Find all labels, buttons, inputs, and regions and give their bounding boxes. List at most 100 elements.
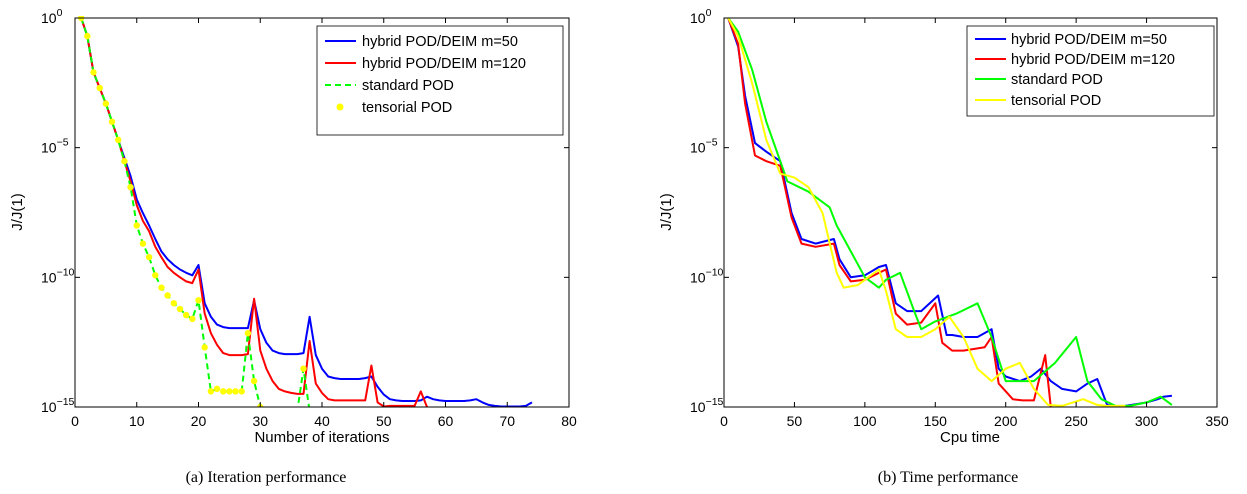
series-line-a-1 [80, 17, 429, 407]
caption-a: (a) Iteration performance [186, 469, 347, 486]
x-tick-label-b-2: 100 [853, 413, 877, 429]
x-tick-label-a-6: 60 [438, 413, 454, 429]
data-point-a-3-43 [344, 408, 350, 414]
legend-swatch-a-3 [336, 103, 344, 111]
legend-entry-a-0: hybrid POD/DEIM m=50 [362, 34, 518, 50]
data-point-a-3-41 [331, 408, 337, 414]
data-point-a-3-15 [170, 300, 177, 307]
data-point-a-3-6 [115, 136, 122, 144]
x-axis-label-b: Cpu time [940, 429, 1000, 446]
x-tick-label-a-1: 10 [129, 413, 145, 429]
y-tick-label-b-3: 10−15 [690, 396, 724, 415]
x-tick-label-a-0: 0 [71, 413, 79, 429]
data-point-a-3-1 [84, 32, 91, 40]
data-point-a-3-8 [127, 183, 134, 191]
series-line-b-1 [727, 17, 1052, 407]
data-point-a-3-7 [121, 158, 128, 165]
data-point-a-3-4 [102, 100, 110, 107]
data-point-a-3-3 [96, 84, 103, 92]
y-tick-label-a-2: 10−10 [41, 266, 75, 285]
legend-a: hybrid POD/DEIM m=50 hybrid POD/DEIM m=1… [316, 25, 564, 136]
y-tick-label-b-1: 10−5 [690, 137, 718, 156]
data-point-a-3-12 [152, 272, 159, 279]
legend-entry-b-3: tensorial POD [1011, 93, 1101, 109]
data-point-a-3-2 [90, 69, 97, 76]
data-point-a-3-42 [337, 408, 343, 414]
x-tick-label-b-1: 50 [787, 413, 803, 429]
data-point-a-3-14 [164, 292, 171, 299]
data-point-a-3-36 [300, 365, 307, 372]
data-point-a-3-20 [201, 344, 208, 351]
data-point-a-3-28 [250, 377, 258, 385]
data-point-a-3-46 [362, 408, 368, 414]
data-point-a-3-35 [294, 408, 300, 414]
x-tick-label-a-4: 40 [314, 413, 330, 429]
axes-box-b [723, 17, 1218, 408]
legend-box-b [966, 25, 1215, 117]
y-axis-label-b: J/J(1) [658, 193, 675, 231]
series-line-b-0 [727, 17, 1173, 407]
y-tick-label-b-0: 100 [690, 7, 712, 26]
data-point-a-3-45 [356, 408, 362, 414]
x-tick-label-a-7: 70 [499, 413, 515, 429]
data-point-a-3-32 [276, 408, 282, 414]
data-point-a-3-31 [269, 408, 275, 414]
x-tick-label-b-0: 0 [720, 413, 728, 429]
x-tick-label-b-4: 200 [994, 413, 1018, 429]
data-point-a-3-24 [226, 388, 233, 395]
legend-entry-a-1: hybrid POD/DEIM m=120 [362, 56, 526, 72]
data-point-a-3-27 [244, 330, 252, 337]
x-tick-label-b-7: 350 [1205, 413, 1229, 429]
x-tick-label-b-6: 300 [1135, 413, 1159, 429]
data-point-a-3-34 [288, 408, 294, 414]
y-axis-label-a: J/J(1) [9, 193, 26, 231]
legend-entry-b-1: hybrid POD/DEIM m=120 [1011, 52, 1175, 68]
legend-b: hybrid POD/DEIM m=50 hybrid POD/DEIM m=1… [966, 25, 1215, 117]
data-point-a-3-19 [195, 297, 202, 304]
x-tick-label-a-3: 30 [252, 413, 268, 429]
series-line-b-2 [727, 17, 1173, 407]
y-tick-label-b-2: 10−10 [690, 266, 724, 285]
legend-entry-a-2: standard POD [362, 78, 454, 94]
x-tick-label-b-3: 150 [924, 413, 948, 429]
data-point-a-3-26 [238, 388, 245, 395]
data-point-a-3-23 [220, 388, 227, 395]
data-point-a-3-5 [108, 118, 116, 125]
data-point-a-3-25 [232, 388, 239, 395]
data-point-a-3-18 [189, 315, 196, 323]
y-ticks-b: 100 10−5 10−10 10−15 [690, 7, 1217, 415]
x-tick-label-b-5: 250 [1064, 413, 1088, 429]
x-tick-label-a-2: 20 [191, 413, 207, 429]
legend-entry-a-3: tensorial POD [362, 100, 452, 116]
x-tick-label-a-5: 50 [376, 413, 392, 429]
data-point-a-3-13 [158, 284, 165, 291]
data-point-a-3-44 [350, 408, 356, 414]
panel-time-performance: 0 50 100 150 200 250 300 350 10010−510−1010−15 … [658, 7, 1229, 486]
x-ticks-b: 0 50 100 150 200 250 300 350 [720, 18, 1229, 429]
data-point-a-3-33 [282, 408, 288, 414]
x-tick-label-a-8: 80 [561, 413, 577, 429]
caption-b: (b) Time performance [878, 469, 1018, 486]
data-point-a-3-0 [77, 16, 85, 22]
data-point-a-3-37 [306, 408, 312, 414]
x-axis-label-a: Number of iterations [254, 429, 389, 446]
series-line-a-0 [80, 17, 533, 407]
data-point-a-3-10 [139, 240, 147, 247]
series-layer-a [77, 16, 533, 414]
legend-entry-b-0: hybrid POD/DEIM m=50 [1011, 32, 1167, 48]
data-point-a-3-22 [213, 385, 221, 393]
series-a-3-markers [77, 16, 368, 414]
y-tick-label-a-3: 10−15 [41, 396, 75, 415]
data-point-a-3-17 [182, 311, 190, 319]
data-point-a-3-21 [207, 388, 215, 395]
series-layer-b [727, 17, 1173, 407]
series-line-b-3 [727, 17, 1126, 407]
legend-entry-b-2: standard POD [1011, 72, 1103, 88]
data-point-a-3-11 [145, 253, 153, 261]
data-point-a-3-16 [176, 305, 184, 313]
x-ticks-a: 0 10 20 30 40 50 60 70 80 [71, 18, 577, 429]
data-point-a-3-9 [133, 222, 140, 229]
y-tick-label-a-1: 10−5 [41, 137, 69, 156]
legend-box-a [316, 25, 564, 136]
